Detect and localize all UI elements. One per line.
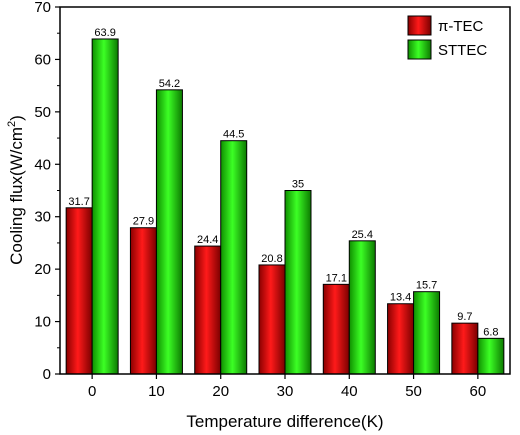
y-tick-label: 60	[34, 51, 51, 68]
y-axis-title: Cooling flux(W/cm2)	[6, 115, 26, 265]
bar-pi-tec-10	[129, 227, 157, 375]
bar-labels-layer: 31.7 63.9 27.9 54.2 24.4 44.5 20.8 35 17.1 25.4 13…	[68, 27, 498, 338]
data-label-pi-tec-20: 24.4	[197, 234, 218, 246]
y-axis-title-superscript: 2	[6, 121, 18, 127]
bar-pi-tec-60	[451, 322, 479, 375]
bar-pi-tec-30	[258, 264, 286, 375]
y-tick-label: 20	[34, 261, 51, 278]
y-tick-label: 70	[34, 0, 51, 16]
x-tick-label: 40	[341, 383, 358, 400]
bar-sttec-50	[413, 291, 441, 375]
bars-layer	[65, 38, 505, 375]
bar-pi-tec-0	[65, 207, 93, 375]
data-label-pi-tec-60: 9.7	[457, 311, 472, 323]
bar-pi-tec-40	[322, 283, 350, 375]
x-tick-label: 50	[405, 383, 422, 400]
data-label-pi-tec-50: 13.4	[390, 292, 411, 304]
x-tick-label: 0	[88, 383, 96, 400]
data-label-sttec-30: 35	[292, 179, 304, 191]
bar-sttec-0	[91, 38, 119, 375]
x-axis-title: Temperature difference(K)	[186, 412, 383, 431]
data-label-sttec-50: 15.7	[416, 280, 437, 292]
y-ticks: 0 10 20 30 40 50 60 70	[34, 0, 60, 383]
x-tick-label: 30	[277, 383, 294, 400]
x-tick-label: 20	[212, 383, 229, 400]
y-axis-title-main: Cooling flux(W/cm	[7, 127, 26, 265]
x-tick-label: 60	[470, 383, 487, 400]
data-label-pi-tec-10: 27.9	[133, 216, 154, 228]
legend: π-TEC STTEC	[407, 15, 487, 60]
data-label-sttec-40: 25.4	[352, 229, 373, 241]
x-ticks: 0 10 20 30 40 50 60	[88, 374, 486, 400]
y-axis-title-close: )	[7, 115, 26, 121]
y-tick-label: 10	[34, 314, 51, 331]
data-label-pi-tec-0: 31.7	[68, 196, 89, 208]
axes: 0 10 20 30 40 50 60 70 0 10 20 30 40 50 60	[34, 0, 511, 400]
bar-sttec-20	[220, 140, 248, 375]
legend-label-pi-tec: π-TEC	[438, 18, 484, 35]
data-label-sttec-0: 63.9	[94, 27, 115, 39]
legend-label-sttec: STTEC	[438, 42, 487, 59]
bar-sttec-40	[348, 240, 376, 375]
x-tick-label: 10	[148, 383, 165, 400]
data-label-sttec-10: 54.2	[159, 78, 180, 90]
data-label-pi-tec-30: 20.8	[261, 253, 282, 265]
data-label-sttec-60: 6.8	[483, 326, 498, 338]
y-tick-label: 0	[43, 366, 51, 383]
y-tick-label: 50	[34, 104, 51, 121]
data-label-pi-tec-40: 17.1	[326, 272, 347, 284]
legend-swatch-sttec	[407, 39, 432, 60]
bar-pi-tec-50	[387, 303, 415, 375]
y-tick-label: 30	[34, 209, 51, 226]
data-label-sttec-20: 44.5	[223, 129, 244, 141]
bar-sttec-10	[155, 89, 183, 375]
bar-sttec-60	[477, 337, 505, 375]
bar-sttec-30	[284, 190, 312, 375]
legend-swatch-pi-tec	[407, 15, 432, 36]
y-tick-label: 40	[34, 156, 51, 173]
bar-pi-tec-20	[194, 245, 222, 375]
